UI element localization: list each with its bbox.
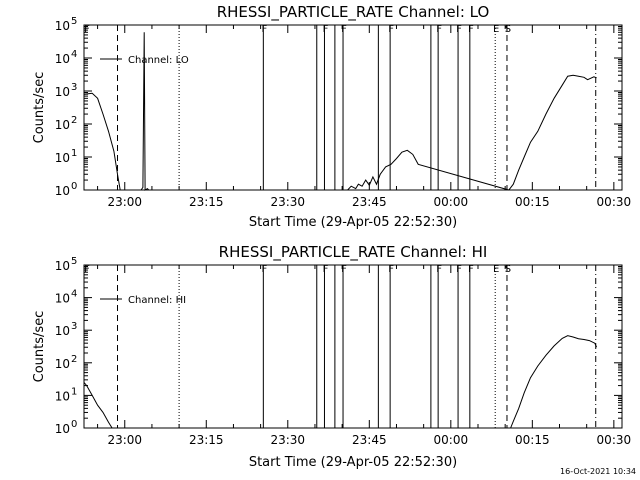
y-tick-label: 10: [55, 292, 70, 306]
y-tick-label: 10: [55, 52, 70, 66]
y-tick-exponent: 4: [71, 289, 77, 300]
event-flag-label: F: [341, 264, 347, 275]
x-tick-label: 00:30: [597, 433, 632, 447]
y-tick-exponent: 2: [71, 115, 77, 126]
legend-entry: Channel: HI: [128, 295, 186, 306]
y-tick-label: 10: [55, 389, 70, 403]
event-flag-label: F: [456, 24, 462, 35]
x-axis-label: Start Time (29-Apr-05 22:52:30): [249, 215, 457, 230]
y-axis-label: Counts/sec: [32, 311, 47, 383]
event-flag-label: F: [261, 24, 267, 35]
event-flag-label: F: [468, 24, 474, 35]
y-tick-exponent: 4: [71, 49, 77, 60]
event-flag-label: F: [323, 264, 329, 275]
y-tick-label: 10: [55, 422, 70, 436]
event-flag-label: S: [505, 24, 511, 35]
y-tick-exponent: 0: [71, 419, 77, 430]
event-flag-label: F: [388, 264, 394, 275]
chart-panel-2: RHESSI_PARTICLE_RATE Channel: HI 23:00 23:…: [32, 243, 631, 470]
x-tick-label: 23:15: [189, 433, 224, 447]
y-tick-label: 10: [55, 151, 70, 165]
y-tick-label: 10: [55, 85, 70, 99]
plot-frame: [83, 264, 623, 429]
x-tick-label: 23:00: [107, 433, 142, 447]
event-flag-label: F: [341, 24, 347, 35]
y-axis-label: Counts/sec: [32, 72, 47, 144]
event-flag-label: S: [505, 264, 511, 275]
x-tick-label: 23:30: [270, 195, 305, 209]
y-tick-label: 10: [55, 324, 70, 338]
y-tick-exponent: 3: [71, 321, 77, 332]
legend-entry: Channel: LO: [128, 55, 189, 66]
plot-frame: [83, 24, 623, 191]
event-flag-label: E: [493, 24, 499, 35]
x-tick-label: 00:00: [434, 195, 469, 209]
chart-title: RHESSI_PARTICLE_RATE Channel: LO: [217, 3, 490, 22]
event-flag-label: F: [388, 24, 394, 35]
series-line-1-segment-1: [83, 382, 113, 429]
x-tick-label: 23:15: [189, 195, 224, 209]
chart-panel-1: RHESSI_PARTICLE_RATE Channel: LO 23:00 23:…: [32, 3, 631, 230]
x-tick-label: 23:30: [270, 433, 305, 447]
x-tick-label: 00:15: [515, 195, 550, 209]
event-flag-label: F: [436, 264, 442, 275]
y-tick-exponent: 3: [71, 82, 77, 93]
x-axis-label: Start Time (29-Apr-05 22:52:30): [249, 455, 457, 470]
x-tick-label: 23:45: [352, 195, 387, 209]
y-tick-label: 10: [55, 357, 70, 371]
edge-flag-label: F: [84, 24, 90, 35]
x-tick-label: 23:00: [107, 195, 142, 209]
event-flag-label: F: [468, 264, 474, 275]
event-flag-label: E: [493, 264, 499, 275]
y-tick-label: 10: [55, 118, 70, 132]
y-tick-label: 10: [55, 259, 70, 273]
y-tick-exponent: 1: [71, 386, 77, 397]
x-tick-label: 23:45: [352, 433, 387, 447]
y-tick-label: 10: [55, 19, 70, 33]
x-tick-label: 00:15: [515, 433, 550, 447]
chart-title: RHESSI_PARTICLE_RATE Channel: HI: [219, 243, 488, 262]
series-line-1-segment-2: [510, 335, 598, 429]
event-flag-label: F: [456, 264, 462, 275]
event-flag-label: F: [261, 264, 267, 275]
series-line-1-segment-2: [347, 74, 597, 191]
event-flag-label: F: [436, 24, 442, 35]
y-tick-exponent: 0: [71, 181, 77, 192]
footer-date: 16-Oct-2021 10:34: [560, 467, 636, 476]
y-tick-exponent: 2: [71, 354, 77, 365]
y-tick-label: 10: [55, 184, 70, 198]
edge-flag-label: F: [84, 264, 90, 275]
y-tick-exponent: 5: [71, 16, 77, 27]
y-tick-exponent: 1: [71, 148, 77, 159]
y-tick-exponent: 5: [71, 256, 77, 267]
event-flag-label: F: [323, 24, 329, 35]
x-tick-label: 00:30: [597, 195, 632, 209]
series-line-1-segment-1: [83, 32, 150, 191]
x-tick-label: 00:00: [434, 433, 469, 447]
